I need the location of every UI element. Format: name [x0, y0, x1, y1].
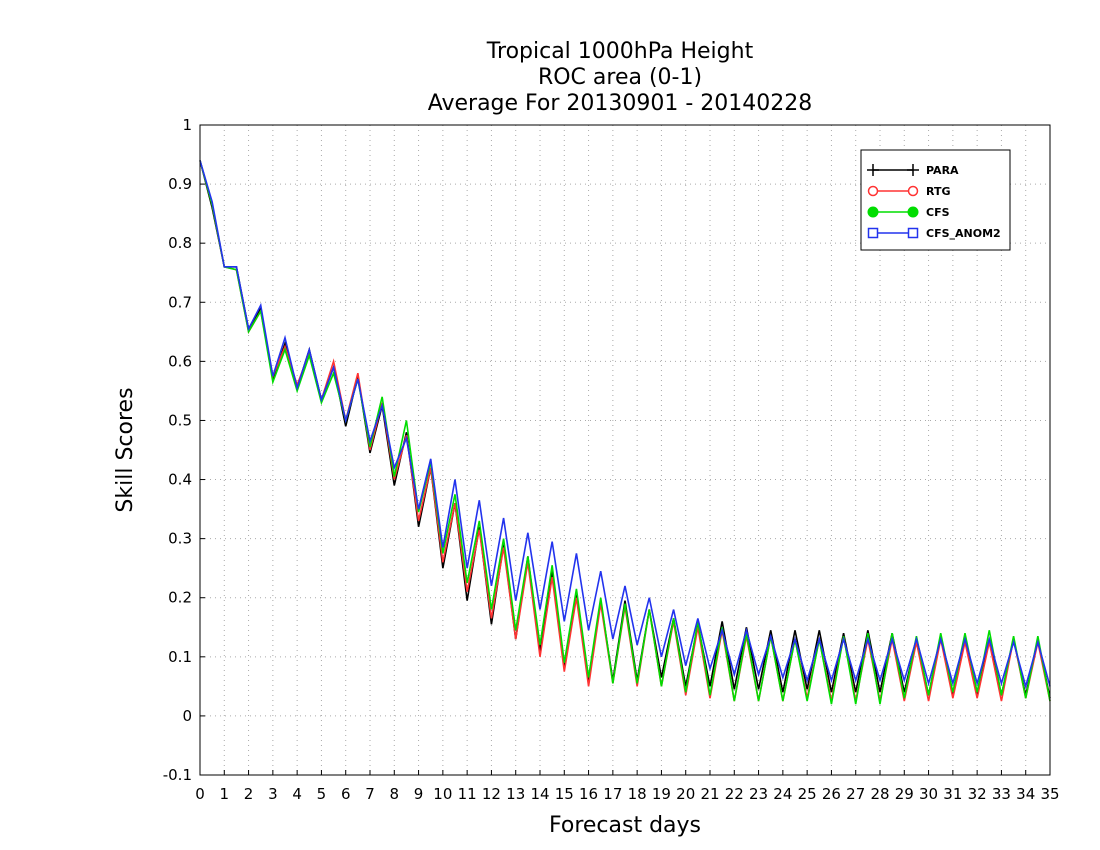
y-axis: -0.1 0 0.1 0.2 0.3 0.4 0.5 0.6 0.7 0.8 0.9 1 — [163, 116, 205, 784]
x-tick-label: 21 — [700, 785, 719, 803]
y-tick-label: 0.4 — [168, 471, 192, 489]
x-tick-label: 16 — [579, 785, 598, 803]
legend-marker-para — [867, 164, 879, 176]
chart-title-line-1: Tropical 1000hPa Height — [486, 39, 754, 64]
x-tick-label: 27 — [846, 785, 865, 803]
series-line-cfs-anom2 — [199, 160, 1051, 690]
x-tick-label: 20 — [676, 785, 695, 803]
legend-label-cfs-anom2: CFS_ANOM2 — [926, 227, 1001, 240]
x-tick-label: 29 — [895, 785, 914, 803]
chart-title-line-2: ROC area (0-1) — [538, 65, 702, 90]
x-tick-label: 26 — [822, 785, 841, 803]
x-tick-label: 11 — [458, 785, 477, 803]
x-tick-label: 4 — [292, 785, 302, 803]
y-tick-label: 0.7 — [168, 293, 192, 311]
x-tick-label: 8 — [390, 785, 400, 803]
x-axis: 0 1 2 3 4 5 6 7 8 9 10 11 12 13 14 15 16 17 18 19 20 21 22 23 24… — [195, 770, 1060, 803]
x-tick-label: 2 — [244, 785, 254, 803]
y-tick-label: 0.9 — [168, 175, 192, 193]
y-tick-label: 1 — [182, 116, 192, 134]
legend-marker-rtg — [867, 185, 879, 197]
x-tick-label: 17 — [603, 785, 622, 803]
y-axis-label: Skill Scores — [113, 387, 138, 512]
legend-marker-rtg — [907, 185, 919, 197]
x-tick-label: 22 — [725, 785, 744, 803]
legend-marker-cfs — [907, 206, 919, 218]
x-tick-label: 23 — [749, 785, 768, 803]
gridlines — [200, 125, 1050, 775]
y-tick-label: 0.3 — [168, 530, 192, 548]
legend-label-cfs: CFS — [926, 206, 950, 219]
legend-marker-cfs-anom2 — [867, 227, 879, 239]
x-tick-label: 32 — [968, 785, 987, 803]
y-tick-label: 0.8 — [168, 234, 192, 252]
x-axis-label: Forecast days — [549, 813, 701, 838]
y-tick-label: 0 — [182, 707, 192, 725]
x-tick-label: 13 — [506, 785, 525, 803]
x-tick-label: 0 — [195, 785, 205, 803]
plot-frame — [199, 124, 1051, 776]
x-tick-label: 18 — [628, 785, 647, 803]
x-tick-label: 24 — [773, 785, 792, 803]
chart-title: Tropical 1000hPa Height ROC area (0-1) A… — [428, 39, 813, 116]
legend-marker-cfs-anom2 — [907, 227, 919, 239]
x-tick-label: 28 — [870, 785, 889, 803]
x-tick-label: 1 — [220, 785, 230, 803]
x-tick-label: 5 — [317, 785, 327, 803]
chart-title-line-3: Average For 20130901 - 20140228 — [428, 91, 813, 116]
y-tick-label: 0.2 — [168, 589, 192, 607]
y-tick-label: -0.1 — [163, 766, 192, 784]
legend: PARA RTG CFS CFS_ANOM2 — [860, 149, 1011, 251]
x-tick-label: 14 — [530, 785, 549, 803]
legend-marker-para — [907, 164, 919, 176]
x-tick-label: 15 — [555, 785, 574, 803]
x-tick-label: 19 — [652, 785, 671, 803]
x-tick-label: 3 — [268, 785, 278, 803]
y-tick-label: 0.5 — [168, 411, 192, 429]
x-tick-label: 7 — [365, 785, 375, 803]
x-tick-label: 35 — [1040, 785, 1059, 803]
legend-label-rtg: RTG — [926, 185, 951, 198]
x-tick-label: 33 — [992, 785, 1011, 803]
x-tick-label: 10 — [433, 785, 452, 803]
x-tick-label: 12 — [482, 785, 501, 803]
y-tick-label: 0.6 — [168, 352, 192, 370]
legend-marker-cfs — [867, 206, 879, 218]
series-lines — [199, 160, 1051, 705]
x-tick-label: 25 — [798, 785, 817, 803]
x-tick-label: 30 — [919, 785, 938, 803]
x-tick-label: 6 — [341, 785, 351, 803]
legend-label-para: PARA — [926, 164, 959, 177]
y-tick-label: 0.1 — [168, 648, 192, 666]
x-tick-label: 31 — [943, 785, 962, 803]
x-tick-label: 34 — [1016, 785, 1035, 803]
x-tick-label: 9 — [414, 785, 424, 803]
